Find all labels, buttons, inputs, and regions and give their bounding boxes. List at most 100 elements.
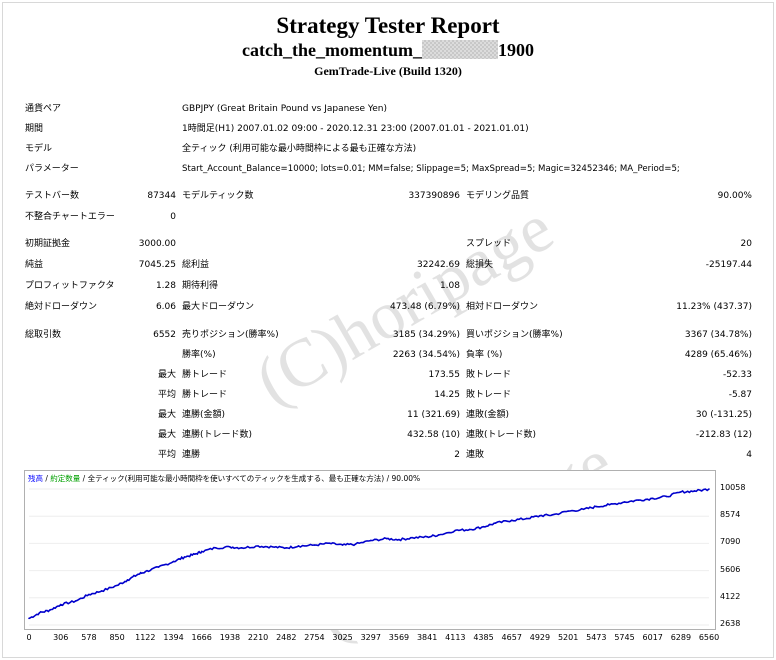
- x-tick-label: 5201: [557, 633, 579, 642]
- balance-point: [411, 536, 414, 539]
- y-tick-label: 7090: [720, 537, 741, 547]
- total-trades-label: 総取引数: [25, 330, 62, 340]
- max-prefix: 最大: [158, 370, 177, 380]
- x-tick-label: 4385: [473, 633, 494, 642]
- ticks-label: モデルティック数: [182, 191, 254, 201]
- x-tick-label: 5745: [614, 633, 635, 642]
- x-tick-label: 3025: [332, 633, 353, 642]
- x-tick-label: 1122: [135, 633, 156, 642]
- balance-point: [437, 534, 440, 536]
- bars-label: テストバー数: [25, 191, 80, 201]
- mismatch-label: 不整合チャートエラー: [25, 212, 115, 222]
- rel-drawdown-value: 11.23% (437.37): [676, 302, 752, 312]
- deposit-label: 初期証拠金: [25, 239, 71, 249]
- legend-separator: /: [80, 474, 88, 483]
- balance-point: [328, 542, 331, 545]
- cons-wins-value: 11 (321.69): [407, 410, 460, 420]
- balance-point: [637, 499, 640, 501]
- x-tick-label: 5473: [586, 633, 607, 642]
- balance-point: [551, 514, 554, 516]
- balance-point: [59, 603, 62, 606]
- avg-loss-value: -5.87: [728, 390, 752, 400]
- balance-point: [582, 508, 585, 511]
- balance-point: [194, 553, 196, 556]
- avg-cons-wins-label: 連勝: [182, 450, 201, 460]
- total-trades-value: 6552: [153, 330, 176, 340]
- deposit-value: 3000.00: [138, 239, 176, 249]
- period-label: 期間: [25, 124, 44, 134]
- x-tick-label: 1666: [191, 633, 212, 642]
- legend-balance: 残高: [28, 474, 43, 483]
- x-tick-label: 6017: [642, 633, 663, 642]
- avg-prefix: 平均: [158, 390, 177, 400]
- rel-drawdown-label: 相対ドローダウン: [466, 302, 539, 312]
- cons-losses-value: 30 (-131.25): [695, 410, 752, 420]
- balance-point: [665, 495, 668, 498]
- abs-drawdown-value: 6.06: [155, 302, 176, 312]
- balance-point: [74, 600, 77, 602]
- x-tick-label: 850: [109, 633, 125, 642]
- cons-profit-label: 連勝(トレード数): [182, 430, 253, 440]
- balance-point: [100, 590, 103, 592]
- balance-line: [28, 488, 710, 620]
- subtitle-suffix: 1900: [497, 40, 534, 60]
- balance-point: [88, 593, 90, 596]
- gross-profit-value: 32242.69: [417, 260, 460, 270]
- balance-point: [385, 537, 388, 540]
- max-prefix: 最大: [158, 410, 177, 420]
- x-tick-label: 578: [81, 633, 97, 642]
- balance-point: [200, 550, 203, 553]
- x-tick-label: 2482: [276, 633, 297, 642]
- x-tick-label: 306: [53, 633, 69, 642]
- x-tick-label: 3297: [360, 633, 381, 642]
- balance-point: [623, 501, 626, 503]
- net-profit-value: 7045.25: [138, 260, 176, 270]
- ticks-value: 337390896: [408, 191, 460, 201]
- balance-point: [539, 514, 541, 517]
- win-rate-label: 勝率(%): [182, 350, 216, 360]
- balance-chart-svg: [28, 488, 710, 626]
- y-tick-label: 8574: [720, 510, 741, 520]
- avg-cons-wins-value: 2: [454, 450, 460, 460]
- cons-loss-label: 連敗(トレード数): [466, 430, 537, 440]
- cons-wins-label: 連勝(金額): [182, 410, 226, 420]
- legend-lots: 約定数量: [50, 474, 81, 483]
- short-positions-value: 3185 (34.29%): [392, 330, 460, 340]
- balance-point: [257, 545, 259, 547]
- balance-point: [144, 570, 147, 573]
- profit-factor-value: 1.28: [155, 281, 176, 291]
- balance-point: [313, 544, 316, 546]
- report-subtitle: catch_the_momentum_ 1900: [0, 40, 776, 61]
- model-label: モデル: [25, 144, 53, 154]
- balance-point: [454, 529, 457, 532]
- balance-point: [354, 543, 357, 545]
- profit-factor-label: プロフィットファクタ: [25, 281, 115, 291]
- balance-point: [157, 566, 160, 568]
- long-positions-value: 3367 (34.78%): [684, 330, 752, 340]
- redaction-mask: [421, 40, 498, 59]
- bars-value: 87344: [147, 191, 176, 201]
- loss-rate-label: 負率 (%): [466, 350, 503, 360]
- avg-cons-losses-label: 連敗: [466, 450, 485, 460]
- symbol-value: GBPJPY (Great Britain Pound vs Japanese …: [182, 104, 387, 114]
- balance-point: [651, 497, 654, 500]
- mismatch-value: 0: [170, 212, 176, 222]
- x-tick-label: 0: [26, 633, 32, 642]
- model-value: 全ティック (利用可能な最小時間枠による最も正確な方法): [182, 144, 417, 154]
- period-value: 1時間足(H1) 2007.01.02 09:00 - 2020.12.31 2…: [182, 124, 529, 134]
- balance-point: [38, 612, 41, 614]
- win-rate-value: 2263 (34.54%): [392, 350, 460, 360]
- max-drawdown-label: 最大ドローダウン: [182, 302, 255, 312]
- symbol-label: 通貨ペア: [25, 104, 62, 114]
- y-tick-label: 10058: [720, 483, 746, 492]
- largest-loss-label: 敗トレード: [466, 370, 512, 380]
- legend-quality: 90.00%: [391, 474, 421, 483]
- balance-point: [240, 546, 243, 549]
- balance-point: [285, 546, 288, 549]
- subtitle-prefix: catch_the_momentum_: [242, 40, 422, 60]
- x-tick-label: 2210: [247, 633, 269, 642]
- x-tick-label: 3569: [388, 633, 410, 642]
- x-tick-label: 4929: [529, 633, 551, 642]
- avg-cons-losses-value: 4: [746, 450, 752, 460]
